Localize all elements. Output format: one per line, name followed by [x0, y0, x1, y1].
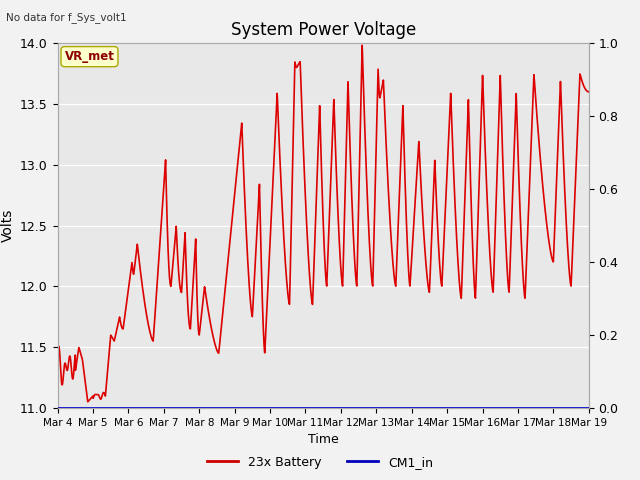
Title: System Power Voltage: System Power Voltage [230, 21, 416, 39]
Y-axis label: Volts: Volts [1, 209, 15, 242]
Text: VR_met: VR_met [65, 50, 115, 63]
Legend: 23x Battery, CM1_in: 23x Battery, CM1_in [202, 451, 438, 474]
Text: No data for f_Sys_volt1: No data for f_Sys_volt1 [6, 12, 127, 23]
X-axis label: Time: Time [308, 433, 339, 446]
